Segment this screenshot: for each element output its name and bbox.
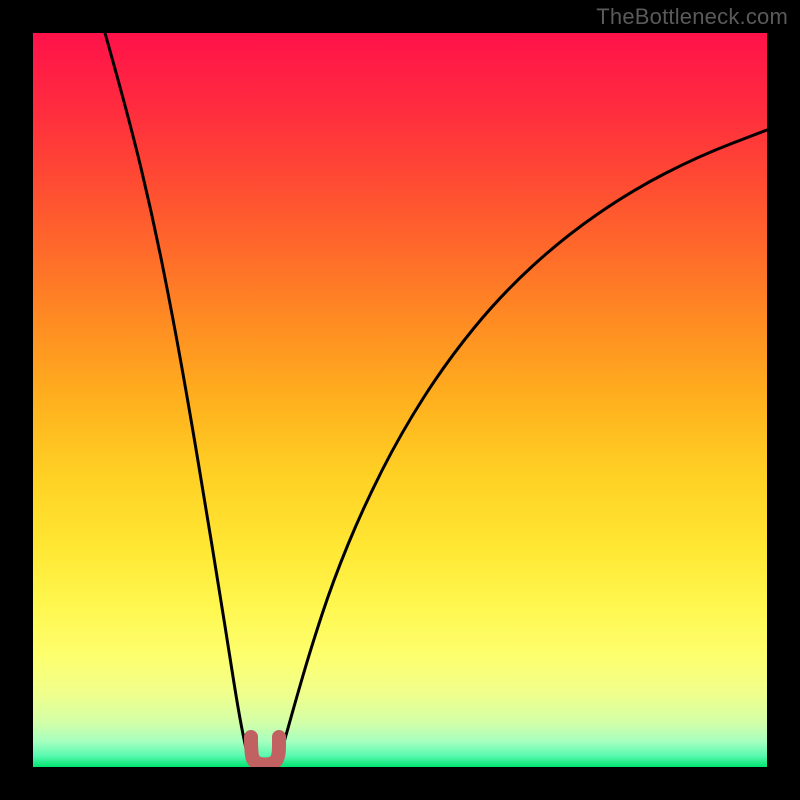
curve-overlay <box>33 33 767 767</box>
left-curve <box>105 33 250 763</box>
watermark-text: TheBottleneck.com <box>596 4 788 30</box>
right-curve <box>278 130 767 763</box>
plot-area <box>33 33 767 767</box>
valley-marker <box>251 737 279 765</box>
